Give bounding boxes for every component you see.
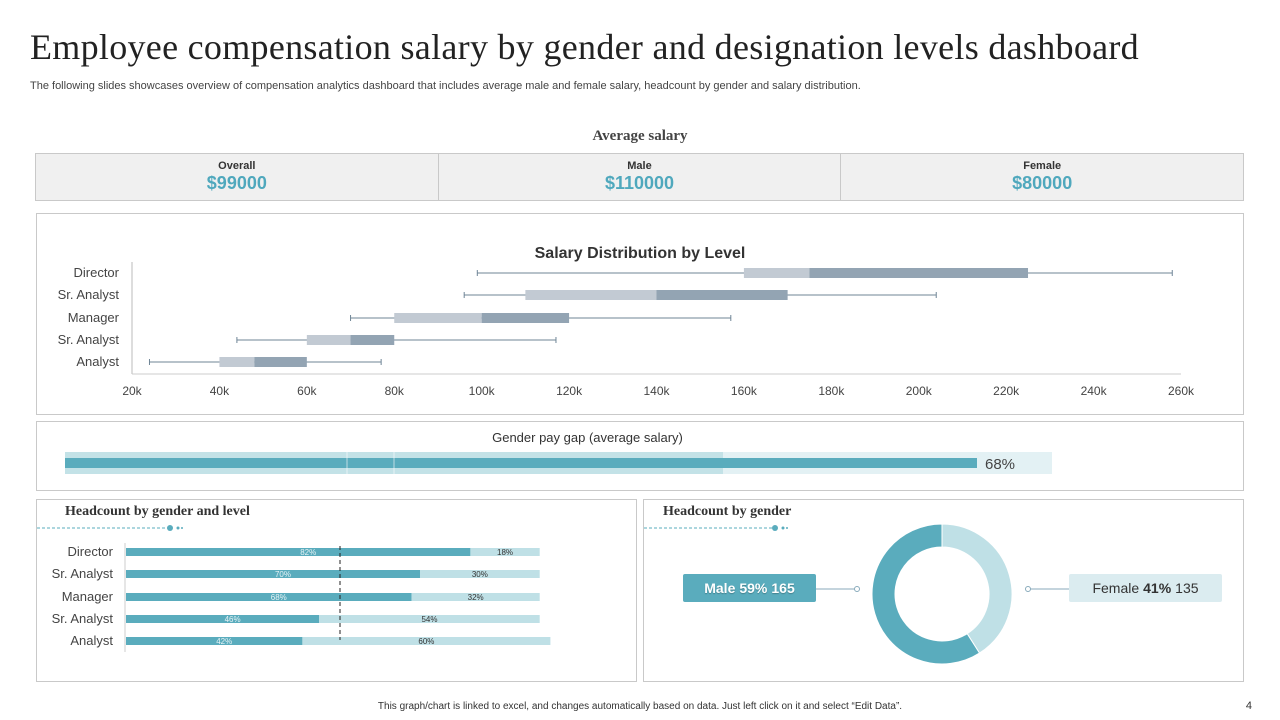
male-count: 165	[771, 580, 794, 596]
x-tick-label: 240k	[1081, 384, 1108, 398]
male-value-label: 42%	[216, 637, 232, 646]
x-tick-label: 80k	[385, 384, 405, 398]
female-value-label: 32%	[468, 593, 484, 602]
pay-gap-bar	[65, 458, 977, 468]
category-label: Sr. Analyst	[52, 611, 114, 626]
female-callout: Female 41% 135	[1069, 574, 1222, 602]
box-lower	[525, 290, 656, 300]
male-label: Male	[704, 580, 735, 596]
x-tick-label: 60k	[297, 384, 317, 398]
title-underline-dot	[167, 525, 173, 531]
gender-pay-gap-title: Gender pay gap (average salary)	[0, 430, 1175, 445]
male-bar	[126, 593, 412, 601]
male-value-label: 46%	[225, 615, 241, 624]
male-connector-dot	[855, 587, 860, 592]
headcount-by-gender-level-title: Headcount by gender and level	[65, 504, 250, 520]
x-tick-label: 40k	[210, 384, 230, 398]
male-value-label: 70%	[275, 570, 291, 579]
title-underline-dot	[772, 525, 778, 531]
x-tick-label: 260k	[1168, 384, 1195, 398]
male-value-label: 68%	[271, 593, 287, 602]
female-pct: 41%	[1143, 580, 1171, 596]
x-tick-label: 120k	[556, 384, 583, 398]
x-tick-label: 100k	[469, 384, 496, 398]
category-label: Sr. Analyst	[58, 287, 120, 302]
category-label: Director	[73, 265, 119, 280]
category-label: Sr. Analyst	[58, 332, 120, 347]
male-value-label: 82%	[300, 548, 316, 557]
box-lower	[394, 313, 481, 323]
headcount-by-gender-title: Headcount by gender	[663, 504, 791, 520]
page-number: 4	[1246, 700, 1252, 712]
female-label: Female	[1092, 580, 1139, 596]
male-pct: 59%	[739, 580, 767, 596]
female-value-label: 30%	[472, 570, 488, 579]
box-upper	[351, 335, 395, 345]
female-count: 135	[1175, 580, 1198, 596]
category-label: Director	[67, 544, 113, 559]
category-label: Sr. Analyst	[52, 566, 114, 581]
category-label: Analyst	[76, 354, 119, 369]
male-bar	[126, 570, 420, 578]
box-upper	[657, 290, 788, 300]
box-upper	[254, 357, 306, 367]
box-lower	[744, 268, 810, 278]
box-upper	[809, 268, 1028, 278]
female-value-label: 60%	[418, 637, 434, 646]
x-tick-label: 220k	[993, 384, 1020, 398]
male-bar	[126, 637, 302, 645]
category-label: Analyst	[70, 633, 113, 648]
donut-slice-female	[942, 524, 1012, 653]
title-underline-dot	[782, 527, 785, 530]
title-underline-dot	[177, 527, 180, 530]
female-value-label: 54%	[421, 615, 437, 624]
salary-distribution-title: Salary Distribution by Level	[535, 245, 746, 262]
female-connector-dot	[1026, 587, 1031, 592]
title-underline-dot	[786, 527, 788, 529]
x-tick-label: 200k	[906, 384, 933, 398]
x-tick-label: 180k	[818, 384, 845, 398]
category-label: Manager	[68, 310, 120, 325]
female-value-label: 18%	[497, 548, 513, 557]
charts-canvas: Salary Distribution by Level 20k 40k 60k 80k…	[0, 0, 1280, 720]
male-bar	[126, 615, 319, 623]
male-bar	[126, 548, 470, 556]
box-lower	[307, 335, 351, 345]
male-callout: Male 59% 165	[683, 574, 816, 602]
title-underline-dot	[181, 527, 183, 529]
pay-gap-value: 68%	[985, 456, 1015, 473]
box-upper	[482, 313, 569, 323]
x-tick-label: 160k	[731, 384, 758, 398]
category-label: Manager	[62, 589, 114, 604]
box-lower	[219, 357, 254, 367]
footer-note: This graph/chart is linked to excel, and…	[0, 701, 1280, 712]
x-tick-label: 140k	[643, 384, 670, 398]
x-tick-label: 20k	[122, 384, 142, 398]
